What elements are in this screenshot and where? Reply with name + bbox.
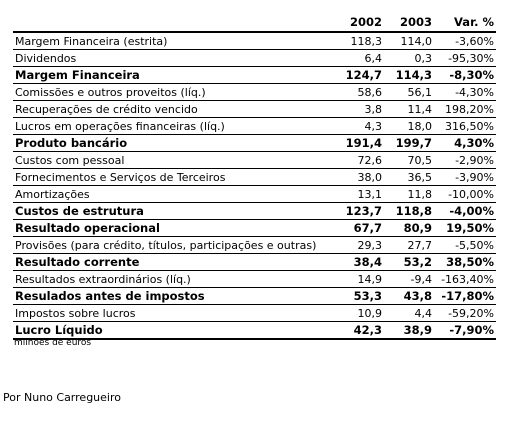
- table-row: Resultado corrente 38,4 53,2 38,50%: [13, 253, 496, 271]
- row-label: Margem Financeira: [13, 66, 323, 84]
- financial-results-table: 2002 2003 Var. % Margem Financeira (estr…: [13, 13, 496, 340]
- row-value-2003: 199,7: [382, 134, 432, 152]
- row-value-2002: 4,3: [323, 117, 382, 135]
- table-row: Margem Financeira 124,7 114,3 -8,30%: [13, 66, 496, 84]
- table-header-row: 2002 2003 Var. %: [13, 13, 496, 33]
- row-value-2002: 123,7: [323, 202, 382, 220]
- table-row: Fornecimentos e Serviços de Terceiros 38,…: [13, 168, 496, 186]
- row-label: Custos com pessoal: [13, 151, 323, 169]
- row-variation: 19,50%: [432, 219, 496, 237]
- table-row: Dividendos 6,4 0,3 -95,30%: [13, 49, 496, 67]
- row-label: Lucros em operações financeiras (líq.): [13, 117, 323, 135]
- row-label: Fornecimentos e Serviços de Terceiros: [13, 168, 323, 186]
- table-row: Resulados antes de impostos 53,3 43,8 -17,8…: [13, 287, 496, 305]
- row-value-2003: 70,5: [382, 151, 432, 169]
- table-row: Recuperações de crédito vencido 3,8 11,4 19…: [13, 100, 496, 118]
- row-value-2003: 114,0: [382, 32, 432, 50]
- row-value-2003: 11,8: [382, 185, 432, 203]
- table-row: Lucro Líquido 42,3 38,9 -7,90%: [13, 321, 496, 340]
- table-row: Resultado operacional 67,7 80,9 19,50%: [13, 219, 496, 237]
- row-value-2003: 43,8: [382, 287, 432, 305]
- header-2003: 2003: [382, 13, 432, 33]
- row-value-2003: 114,3: [382, 66, 432, 84]
- row-label: Lucro Líquido: [13, 321, 323, 340]
- table-row: Margem Financeira (estrita) 118,3 114,0 -3,…: [13, 32, 496, 50]
- row-label: Resultado operacional: [13, 219, 323, 237]
- table-row: Resultados extraordinários (líq.) 14,9 -9,…: [13, 270, 496, 288]
- units-note: milhões de euros: [14, 338, 92, 348]
- row-variation: -59,20%: [432, 304, 496, 322]
- row-value-2002: 38,4: [323, 253, 382, 271]
- row-value-2002: 58,6: [323, 83, 382, 101]
- row-label: Produto bancário: [13, 134, 323, 152]
- table-row: Amortizações 13,1 11,8 -10,00%: [13, 185, 496, 203]
- row-variation: -95,30%: [432, 49, 496, 67]
- header-label: [13, 13, 323, 33]
- row-variation: 38,50%: [432, 253, 496, 271]
- table-row: Custos com pessoal 72,6 70,5 -2,90%: [13, 151, 496, 169]
- row-variation: -5,50%: [432, 236, 496, 254]
- row-value-2003: 53,2: [382, 253, 432, 271]
- row-value-2002: 6,4: [323, 49, 382, 67]
- row-variation: -163,40%: [432, 270, 496, 288]
- row-variation: -17,80%: [432, 287, 496, 305]
- table-body: Margem Financeira (estrita) 118,3 114,0 -3,…: [13, 32, 496, 340]
- row-value-2003: 4,4: [382, 304, 432, 322]
- row-value-2003: 27,7: [382, 236, 432, 254]
- row-value-2002: 13,1: [323, 185, 382, 203]
- row-value-2002: 29,3: [323, 236, 382, 254]
- row-label: Provisões (para crédito, títulos, partic…: [13, 236, 323, 254]
- row-variation: -10,00%: [432, 185, 496, 203]
- header-variation: Var. %: [432, 13, 496, 33]
- row-value-2002: 67,7: [323, 219, 382, 237]
- row-variation: -3,60%: [432, 32, 496, 50]
- row-variation: 316,50%: [432, 117, 496, 135]
- row-value-2002: 38,0: [323, 168, 382, 186]
- table-row: Produto bancário 191,4 199,7 4,30%: [13, 134, 496, 152]
- row-variation: 198,20%: [432, 100, 496, 118]
- row-value-2003: 11,4: [382, 100, 432, 118]
- row-value-2002: 10,9: [323, 304, 382, 322]
- row-label: Resulados antes de impostos: [13, 287, 323, 305]
- row-variation: -4,00%: [432, 202, 496, 220]
- row-value-2002: 3,8: [323, 100, 382, 118]
- row-value-2003: 18,0: [382, 117, 432, 135]
- row-value-2003: 80,9: [382, 219, 432, 237]
- row-label: Margem Financeira (estrita): [13, 32, 323, 50]
- row-label: Recuperações de crédito vencido: [13, 100, 323, 118]
- author-credit: Por Nuno Carregueiro: [3, 391, 121, 404]
- table-row: Provisões (para crédito, títulos, partic…: [13, 236, 496, 254]
- row-label: Resultados extraordinários (líq.): [13, 270, 323, 288]
- row-variation: 4,30%: [432, 134, 496, 152]
- row-value-2003: 0,3: [382, 49, 432, 67]
- row-label: Resultado corrente: [13, 253, 323, 271]
- row-variation: -2,90%: [432, 151, 496, 169]
- row-value-2002: 191,4: [323, 134, 382, 152]
- header-2002: 2002: [323, 13, 382, 33]
- row-value-2003: 38,9: [382, 321, 432, 340]
- row-variation: -7,90%: [432, 321, 496, 340]
- table-row: Lucros em operações financeiras (líq.) 4,…: [13, 117, 496, 135]
- row-value-2003: 36,5: [382, 168, 432, 186]
- row-value-2003: 56,1: [382, 83, 432, 101]
- row-label: Amortizações: [13, 185, 323, 203]
- row-variation: -4,30%: [432, 83, 496, 101]
- row-variation: -8,30%: [432, 66, 496, 84]
- row-value-2002: 53,3: [323, 287, 382, 305]
- row-label: Impostos sobre lucros: [13, 304, 323, 322]
- table-row: Custos de estrutura 123,7 118,8 -4,00%: [13, 202, 496, 220]
- row-variation: -3,90%: [432, 168, 496, 186]
- row-value-2002: 42,3: [323, 321, 382, 340]
- row-value-2002: 118,3: [323, 32, 382, 50]
- row-value-2003: 118,8: [382, 202, 432, 220]
- row-label: Custos de estrutura: [13, 202, 323, 220]
- row-value-2003: -9,4: [382, 270, 432, 288]
- row-value-2002: 72,6: [323, 151, 382, 169]
- table-row: Impostos sobre lucros 10,9 4,4 -59,20%: [13, 304, 496, 322]
- row-label: Comissões e outros proveitos (líq.): [13, 83, 323, 101]
- row-value-2002: 14,9: [323, 270, 382, 288]
- table-row: Comissões e outros proveitos (líq.) 58,6 5…: [13, 83, 496, 101]
- row-value-2002: 124,7: [323, 66, 382, 84]
- row-label: Dividendos: [13, 49, 323, 67]
